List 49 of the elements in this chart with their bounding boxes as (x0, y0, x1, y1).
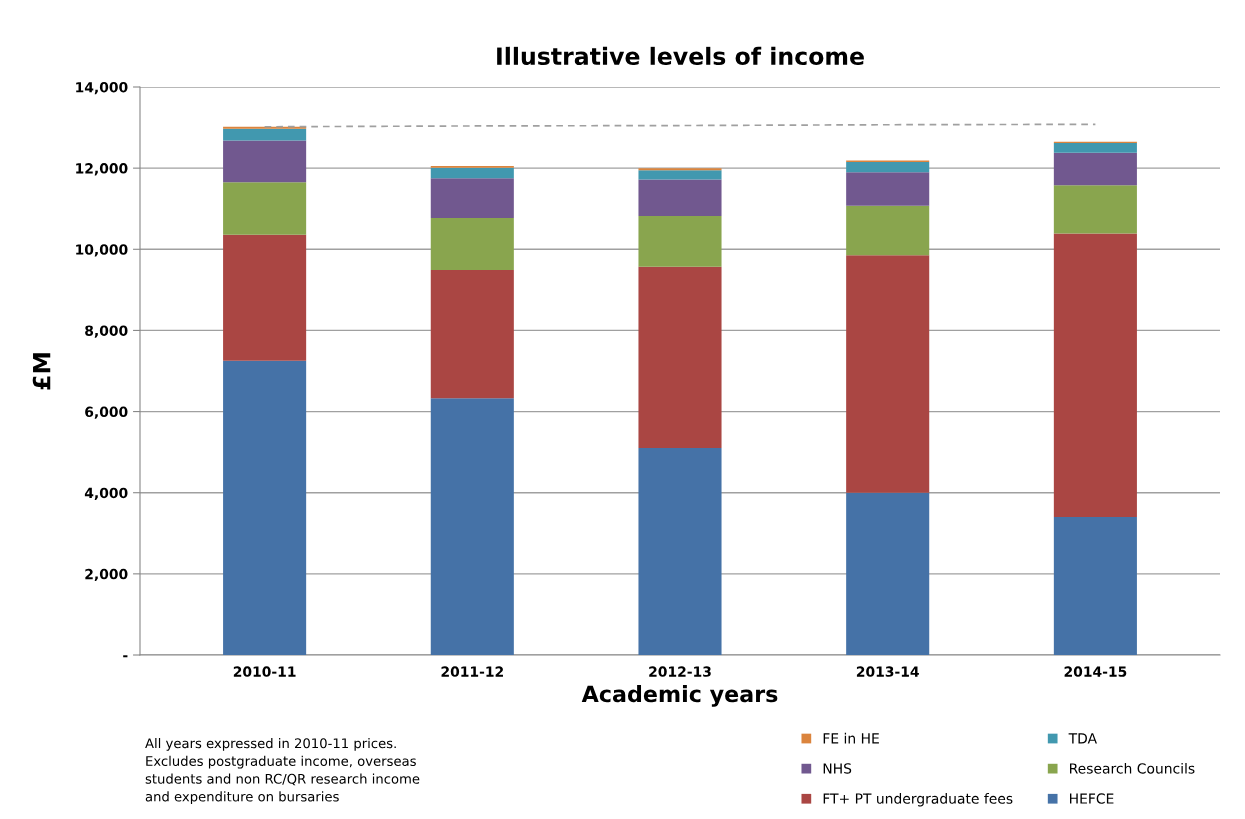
legend-label: HEFCE (1070, 793, 1114, 804)
x-axis-title: Academic years (581, 685, 778, 707)
bar (1053, 517, 1137, 655)
bar (638, 448, 722, 655)
y-tick-label: 14,000 (76, 81, 128, 95)
bar (430, 398, 514, 655)
bar (430, 178, 514, 219)
bar (1053, 233, 1137, 518)
bar (430, 218, 514, 270)
text: All years expressed in 2010-11 prices. Excludes postgraduate income, overseas students and non RC/QR research income and expenditure on bursaries (145, 738, 420, 805)
bar (1053, 142, 1137, 153)
bar (638, 179, 722, 217)
bar (1053, 185, 1137, 234)
bar (223, 140, 307, 183)
bar (846, 492, 930, 655)
bar (638, 216, 722, 267)
legend-label: FT+ PT undergraduate fees (823, 793, 1013, 807)
y-tick-label: 12,000 (76, 163, 128, 176)
y-tick-label: 10,000 (76, 244, 128, 257)
y-tick-label: 4,000 (84, 487, 128, 500)
bar (223, 360, 307, 655)
x-tick-label: 2010-11 (233, 666, 296, 677)
x-tick-label: 2012-13 (649, 666, 711, 677)
bar (430, 167, 514, 179)
legend-label: Research Councils (1070, 762, 1195, 774)
bar (638, 266, 722, 449)
bar (638, 168, 722, 171)
y-tick-label: 6,000 (85, 406, 128, 419)
x-tick-label: 2014-15 (1064, 666, 1127, 677)
bar (846, 255, 930, 493)
legend-label: FE in HE (823, 732, 879, 744)
y-tick-label: 2,000 (85, 568, 128, 582)
bar (1053, 152, 1137, 186)
x-tick-label: 2011-12 (441, 666, 503, 677)
bar (223, 182, 307, 235)
bar (430, 269, 514, 399)
x-tick-label: 2013-14 (856, 666, 919, 677)
y-tick-label: 8,000 (85, 325, 128, 338)
y-axis-title: £M (32, 353, 51, 390)
bar (638, 170, 722, 180)
bar (223, 234, 307, 361)
legend-label: TDA (1068, 733, 1097, 744)
legend-label: NHS (823, 763, 852, 774)
y-tick-label: - (123, 655, 128, 658)
bar (846, 162, 930, 173)
bar (846, 172, 930, 206)
bar (846, 205, 930, 256)
bar (223, 128, 307, 141)
chart-title: Illustrative levels of income (497, 46, 864, 66)
